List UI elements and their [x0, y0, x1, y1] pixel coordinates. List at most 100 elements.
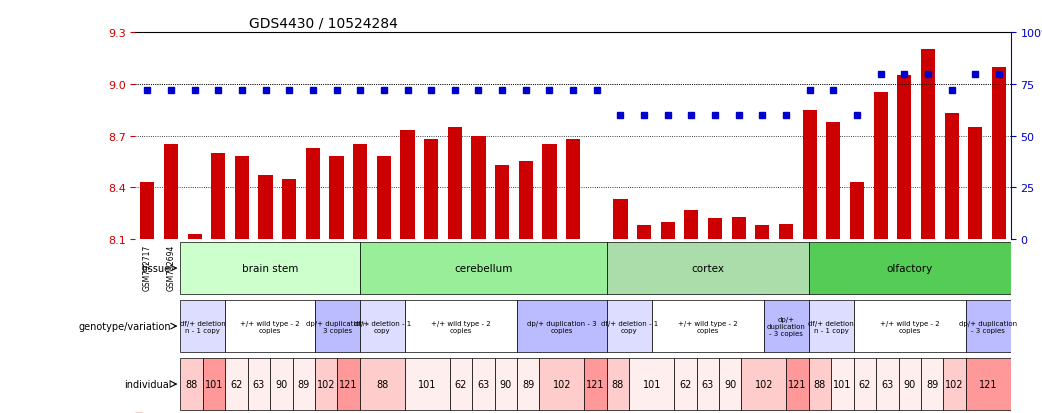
Bar — [305, 148, 320, 240]
Text: 90: 90 — [903, 379, 916, 389]
FancyBboxPatch shape — [921, 358, 943, 410]
FancyBboxPatch shape — [517, 300, 606, 352]
Bar — [282, 179, 296, 240]
Text: 62: 62 — [230, 379, 243, 389]
Text: 102: 102 — [552, 379, 571, 389]
FancyBboxPatch shape — [225, 300, 315, 352]
FancyBboxPatch shape — [359, 300, 404, 352]
Text: df/+ deletion - 1
copy: df/+ deletion - 1 copy — [600, 320, 658, 333]
Bar — [708, 219, 722, 240]
FancyBboxPatch shape — [651, 300, 764, 352]
Bar — [873, 93, 888, 240]
FancyBboxPatch shape — [404, 358, 450, 410]
FancyBboxPatch shape — [853, 358, 876, 410]
Text: 88: 88 — [814, 379, 826, 389]
FancyBboxPatch shape — [180, 358, 203, 410]
Text: 101: 101 — [418, 379, 437, 389]
Bar — [944, 114, 959, 240]
Bar — [755, 226, 769, 240]
Bar — [731, 217, 746, 240]
FancyBboxPatch shape — [809, 242, 1011, 294]
FancyBboxPatch shape — [315, 358, 338, 410]
Text: 121: 121 — [979, 379, 997, 389]
Bar — [329, 157, 344, 240]
FancyBboxPatch shape — [606, 358, 629, 410]
Bar — [542, 145, 556, 240]
Text: transformed count: transformed count — [145, 412, 235, 413]
Text: 102: 102 — [754, 379, 773, 389]
FancyBboxPatch shape — [876, 358, 898, 410]
Text: cerebellum: cerebellum — [454, 263, 513, 273]
Bar — [234, 157, 249, 240]
Text: +/+ wild type - 2
copies: +/+ wild type - 2 copies — [678, 320, 738, 333]
Bar — [519, 162, 532, 240]
Text: dp/+ duplication -
3 copies: dp/+ duplication - 3 copies — [306, 320, 369, 333]
FancyBboxPatch shape — [853, 300, 966, 352]
Bar — [802, 110, 817, 240]
FancyBboxPatch shape — [225, 358, 248, 410]
Text: 62: 62 — [859, 379, 871, 389]
Text: 102: 102 — [317, 379, 336, 389]
Bar — [188, 234, 202, 240]
FancyBboxPatch shape — [404, 300, 517, 352]
Bar — [637, 226, 651, 240]
Bar — [826, 123, 841, 240]
Text: 101: 101 — [643, 379, 661, 389]
FancyBboxPatch shape — [203, 358, 225, 410]
Text: 90: 90 — [500, 379, 512, 389]
Text: 63: 63 — [253, 379, 265, 389]
FancyBboxPatch shape — [742, 358, 787, 410]
Bar — [377, 157, 391, 240]
Text: 88: 88 — [185, 379, 198, 389]
Bar — [850, 183, 864, 240]
Bar — [212, 154, 225, 240]
FancyBboxPatch shape — [517, 358, 540, 410]
Text: +/+ wild type - 2
copies: +/+ wild type - 2 copies — [879, 320, 940, 333]
FancyBboxPatch shape — [180, 300, 225, 352]
FancyBboxPatch shape — [338, 358, 359, 410]
Text: +/+ wild type - 2
copies: +/+ wild type - 2 copies — [241, 320, 300, 333]
Text: 62: 62 — [454, 379, 467, 389]
Text: GDS4430 / 10524284: GDS4430 / 10524284 — [249, 17, 398, 31]
Text: df/+ deletion
n - 1 copy: df/+ deletion n - 1 copy — [809, 320, 854, 333]
Bar — [448, 128, 462, 240]
FancyBboxPatch shape — [606, 300, 651, 352]
Bar — [968, 128, 983, 240]
Text: 121: 121 — [789, 379, 807, 389]
FancyBboxPatch shape — [315, 300, 359, 352]
FancyBboxPatch shape — [966, 358, 1011, 410]
Text: cortex: cortex — [691, 263, 724, 273]
FancyBboxPatch shape — [585, 358, 606, 410]
Text: 101: 101 — [205, 379, 223, 389]
FancyBboxPatch shape — [898, 358, 921, 410]
FancyBboxPatch shape — [180, 242, 359, 294]
Text: df/+ deletion
n - 1 copy: df/+ deletion n - 1 copy — [180, 320, 226, 333]
Text: 89: 89 — [522, 379, 535, 389]
Text: 121: 121 — [587, 379, 604, 389]
Text: dp/+ duplication - 3
copies: dp/+ duplication - 3 copies — [527, 320, 597, 333]
FancyBboxPatch shape — [966, 300, 1011, 352]
Text: 88: 88 — [376, 379, 389, 389]
Text: olfactory: olfactory — [887, 263, 933, 273]
Bar — [566, 140, 580, 240]
Text: brain stem: brain stem — [242, 263, 298, 273]
Text: 89: 89 — [298, 379, 309, 389]
Bar — [353, 145, 367, 240]
FancyBboxPatch shape — [787, 358, 809, 410]
FancyBboxPatch shape — [943, 358, 966, 410]
Text: 88: 88 — [612, 379, 624, 389]
FancyBboxPatch shape — [629, 358, 674, 410]
FancyBboxPatch shape — [270, 358, 293, 410]
FancyBboxPatch shape — [606, 242, 809, 294]
FancyBboxPatch shape — [719, 358, 742, 410]
Bar — [164, 145, 178, 240]
FancyBboxPatch shape — [809, 300, 853, 352]
FancyBboxPatch shape — [359, 242, 606, 294]
Text: 90: 90 — [724, 379, 737, 389]
Text: genotype/variation: genotype/variation — [79, 321, 171, 331]
Text: 102: 102 — [945, 379, 964, 389]
FancyBboxPatch shape — [809, 358, 832, 410]
Text: 63: 63 — [701, 379, 714, 389]
Text: +/+ wild type - 2
copies: +/+ wild type - 2 copies — [431, 320, 491, 333]
Bar — [424, 140, 439, 240]
